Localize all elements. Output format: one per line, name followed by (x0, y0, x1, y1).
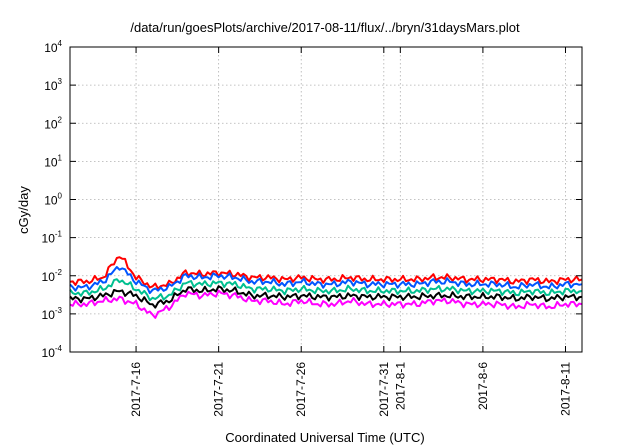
x-axis-label: Coordinated Universal Time (UTC) (225, 430, 424, 445)
y-tick-label: 100 (44, 192, 62, 208)
y-tick-exponent: 1 (58, 153, 63, 162)
x-tick-label: 2017-7-31 (377, 362, 391, 417)
series-layer (69, 256, 583, 319)
y-tick-base: 10 (44, 117, 58, 131)
x-tick-label: 2017-7-21 (212, 362, 226, 417)
y-tick-label: 104 (44, 39, 62, 55)
y-tick-exponent: -4 (55, 344, 63, 353)
y-tick-label: 10-3 (42, 306, 63, 322)
series-line (69, 278, 583, 302)
y-tick-label: 10-2 (42, 268, 63, 284)
x-axis: 2017-7-16 2017-7-21 2017-7-26 2017-7-31 2017… (129, 47, 572, 417)
y-tick-label: 10-4 (42, 344, 63, 360)
y-tick-exponent: -2 (55, 268, 63, 277)
y-axis-label: cGy/day (16, 186, 31, 234)
series-line (69, 285, 583, 309)
y-tick-base: 10 (42, 232, 56, 246)
x-tick-label: 2017-8-6 (476, 362, 490, 410)
y-tick-exponent: -1 (55, 230, 63, 239)
y-tick-base: 10 (42, 270, 56, 284)
x-tick-label: 2017-8-1 (393, 362, 407, 410)
chart-title: /data/run/goesPlots/archive/2017-08-11/f… (130, 20, 520, 35)
x-tick-label: 2017-7-26 (294, 362, 308, 417)
x-tick-label: 2017-8-11 (558, 362, 572, 416)
y-tick-exponent: 2 (58, 115, 63, 124)
y-tick-exponent: -3 (55, 306, 63, 315)
y-tick-label: 10-1 (42, 230, 63, 246)
series-line (69, 289, 583, 319)
y-tick-exponent: 0 (58, 192, 63, 201)
series-line (69, 266, 583, 295)
grid (70, 47, 582, 352)
y-tick-base: 10 (42, 346, 56, 360)
y-tick-base: 10 (44, 79, 58, 93)
series-line (69, 256, 583, 290)
y-tick-exponent: 4 (58, 39, 63, 48)
y-tick-base: 10 (44, 155, 58, 169)
y-tick-base: 10 (42, 308, 56, 322)
y-tick-label: 102 (44, 115, 62, 131)
x-tick-label: 2017-7-16 (129, 362, 143, 417)
y-tick-base: 10 (44, 194, 58, 208)
y-tick-label: 103 (44, 77, 62, 93)
y-tick-base: 10 (44, 41, 58, 55)
y-tick-label: 101 (44, 153, 62, 169)
y-tick-exponent: 3 (58, 77, 63, 86)
